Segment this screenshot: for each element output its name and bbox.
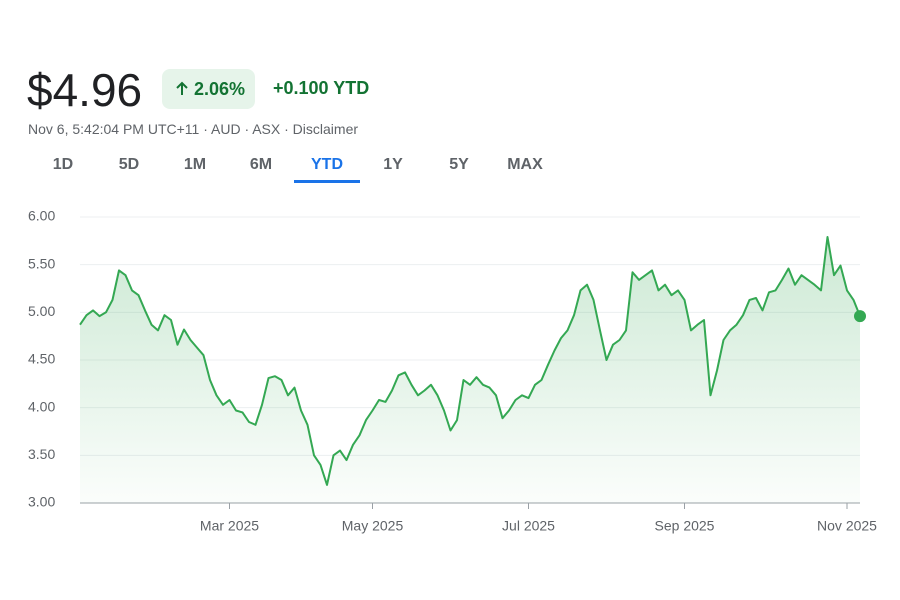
- price: $4.96: [27, 64, 143, 116]
- x-tick-label: Sep 2025: [655, 518, 715, 534]
- y-tick-label: 6.00: [28, 208, 55, 224]
- range-tab[interactable]: 1D: [52, 156, 74, 173]
- last-point: [854, 310, 866, 323]
- y-tick-label: 3.00: [28, 494, 55, 510]
- y-tick-label: 3.50: [28, 446, 55, 462]
- range-tabs: 1D 5D 1M 6M YTD 1Y 5Y MAX: [30, 156, 558, 183]
- x-tick-label: May 2025: [342, 518, 404, 534]
- y-tick-label: 5.50: [28, 255, 55, 271]
- range-tab[interactable]: 1Y: [383, 156, 403, 173]
- range-tab[interactable]: YTD: [294, 156, 360, 183]
- x-tick-label: Nov 2025: [817, 518, 877, 534]
- change-badge: 2.06%: [162, 69, 256, 109]
- y-tick-label: 4.00: [28, 398, 55, 414]
- price-line: [79, 236, 861, 486]
- range-tab[interactable]: 5D: [118, 156, 140, 173]
- change-absolute: +0.100 YTD: [273, 78, 370, 98]
- range-tab[interactable]: 6M: [249, 156, 273, 173]
- x-tick-label: Mar 2025: [200, 518, 259, 534]
- up-arrow-icon: [176, 81, 188, 95]
- y-tick-label: 4.50: [28, 351, 55, 367]
- range-tab[interactable]: 5Y: [449, 156, 469, 173]
- change-percent: 2.06%: [194, 78, 246, 99]
- y-tick-label: 5.00: [28, 303, 55, 319]
- range-tab[interactable]: 1M: [183, 156, 207, 173]
- x-tick-label: Jul 2025: [502, 518, 555, 534]
- range-tab[interactable]: MAX: [507, 156, 543, 173]
- quote-meta: Nov 6, 5:42:04 PM UTC+11 · AUD · ASX · D…: [28, 121, 359, 137]
- line-area: [80, 237, 860, 503]
